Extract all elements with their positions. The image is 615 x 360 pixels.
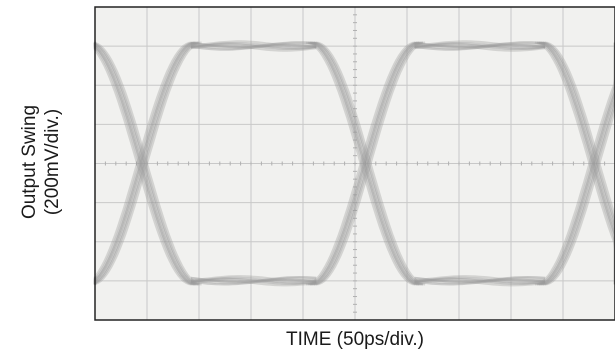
falling-edge-trace bbox=[536, 41, 615, 285]
high-rail-trace bbox=[414, 43, 546, 51]
y-axis-label-wrap: Output Swing (200mV/div.) bbox=[0, 0, 82, 320]
falling-edge-trace bbox=[542, 41, 615, 285]
falling-edge-trace bbox=[312, 41, 422, 286]
scope-frame bbox=[94, 6, 615, 321]
high-rail-trace bbox=[190, 41, 317, 49]
rising-edge-trace bbox=[541, 42, 615, 286]
falling-edge-trace bbox=[93, 42, 194, 286]
high-rail-trace bbox=[190, 42, 317, 49]
falling-edge-trace bbox=[310, 41, 421, 286]
high-rail-trace bbox=[414, 42, 546, 49]
rising-edge-trace bbox=[536, 42, 615, 286]
rising-edge-trace bbox=[312, 41, 422, 286]
high-rail-trace bbox=[190, 40, 317, 48]
low-rail-trace bbox=[190, 275, 317, 283]
low-rail-trace bbox=[190, 278, 317, 286]
falling-edge-trace bbox=[534, 41, 615, 285]
falling-edge-trace bbox=[93, 42, 196, 286]
rising-edge-trace bbox=[93, 41, 194, 285]
x-axis-label: TIME (50ps/div.) bbox=[286, 329, 424, 350]
low-rail-trace bbox=[414, 275, 546, 282]
rising-edge-trace bbox=[93, 41, 192, 285]
falling-edge-trace bbox=[93, 42, 200, 286]
falling-edge-trace bbox=[93, 42, 199, 286]
falling-edge-trace bbox=[93, 42, 192, 286]
rising-edge-trace bbox=[93, 41, 202, 286]
rising-edge-trace bbox=[539, 42, 615, 286]
rising-edge-trace bbox=[93, 41, 197, 285]
rising-edge-trace bbox=[308, 41, 418, 286]
rising-edge-trace bbox=[93, 41, 199, 285]
low-rail-trace bbox=[414, 275, 546, 283]
high-rail-trace bbox=[414, 41, 546, 49]
rising-edge-trace bbox=[534, 42, 615, 286]
eye-traces bbox=[93, 40, 615, 287]
falling-edge-trace bbox=[308, 41, 418, 286]
grid bbox=[94, 6, 615, 321]
falling-edge-trace bbox=[313, 41, 424, 286]
low-rail-trace bbox=[190, 275, 317, 282]
y-axis-label-line2: (200mV/div.) bbox=[42, 108, 63, 216]
falling-edge-trace bbox=[93, 41, 202, 286]
high-rail-trace bbox=[414, 40, 546, 48]
falling-edge-trace bbox=[541, 41, 615, 285]
rising-edge-trace bbox=[310, 41, 421, 286]
falling-edge-trace bbox=[539, 41, 615, 285]
low-rail-trace bbox=[414, 278, 546, 286]
falling-edge-trace bbox=[544, 41, 615, 285]
falling-edge-trace bbox=[93, 42, 197, 286]
falling-edge-trace bbox=[305, 41, 416, 286]
y-axis-label-line1: Output Swing bbox=[19, 104, 40, 220]
falling-edge-trace bbox=[538, 41, 615, 285]
y-axis-label: Output Swing (200mV/div.) bbox=[18, 105, 64, 219]
falling-edge-trace bbox=[315, 41, 426, 286]
rising-edge-trace bbox=[305, 41, 416, 286]
falling-edge-trace bbox=[309, 41, 420, 286]
rising-edge-trace bbox=[315, 41, 426, 286]
rising-edge-trace bbox=[544, 42, 615, 286]
high-rail-trace bbox=[190, 43, 317, 51]
